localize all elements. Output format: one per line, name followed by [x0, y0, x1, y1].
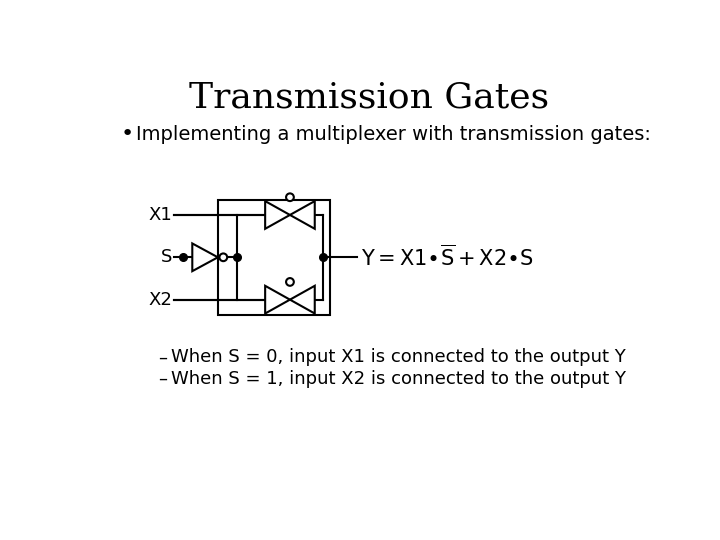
- Polygon shape: [290, 201, 315, 229]
- Text: $\mathrm{Y = X1{\bullet}\overline{S}+X2{\bullet}S}$: $\mathrm{Y = X1{\bullet}\overline{S}+X2{…: [361, 245, 534, 270]
- Text: When S = 0, input X1 is connected to the output Y: When S = 0, input X1 is connected to the…: [171, 348, 626, 367]
- Circle shape: [286, 193, 294, 201]
- Polygon shape: [265, 201, 290, 229]
- Text: S: S: [161, 248, 172, 266]
- Text: When S = 1, input X2 is connected to the output Y: When S = 1, input X2 is connected to the…: [171, 370, 626, 388]
- Text: X1: X1: [148, 206, 172, 224]
- Text: Implementing a multiplexer with transmission gates:: Implementing a multiplexer with transmis…: [137, 125, 652, 144]
- Text: •: •: [120, 124, 134, 144]
- Circle shape: [286, 278, 294, 286]
- Polygon shape: [290, 286, 315, 314]
- Text: Transmission Gates: Transmission Gates: [189, 80, 549, 114]
- Circle shape: [220, 253, 228, 261]
- Text: X2: X2: [148, 291, 172, 309]
- Polygon shape: [265, 286, 290, 314]
- Text: –: –: [158, 348, 167, 367]
- Polygon shape: [192, 244, 218, 271]
- Text: –: –: [158, 370, 167, 388]
- Bar: [218, 200, 330, 315]
